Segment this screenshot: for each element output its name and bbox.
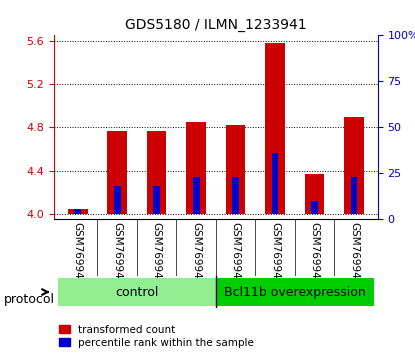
Bar bbox=[351, 177, 357, 214]
Text: GSM769944: GSM769944 bbox=[231, 222, 241, 286]
Bar bbox=[186, 122, 206, 214]
Bar bbox=[271, 153, 278, 214]
Text: GSM769945: GSM769945 bbox=[270, 222, 280, 286]
Text: GSM769947: GSM769947 bbox=[349, 222, 359, 286]
Text: GSM769943: GSM769943 bbox=[191, 222, 201, 286]
Title: GDS5180 / ILMN_1233941: GDS5180 / ILMN_1233941 bbox=[125, 18, 307, 32]
FancyBboxPatch shape bbox=[58, 278, 216, 306]
Legend: transformed count, percentile rank within the sample: transformed count, percentile rank withi… bbox=[59, 325, 254, 348]
Text: GSM769940: GSM769940 bbox=[73, 222, 83, 286]
Bar bbox=[147, 131, 166, 214]
Text: Bcl11b overexpression: Bcl11b overexpression bbox=[224, 286, 366, 298]
Bar bbox=[153, 187, 160, 214]
Bar bbox=[344, 116, 364, 214]
Bar bbox=[311, 201, 318, 214]
Bar bbox=[232, 177, 239, 214]
Bar bbox=[74, 209, 81, 214]
Text: GSM769941: GSM769941 bbox=[112, 222, 122, 286]
Bar bbox=[193, 177, 200, 214]
Text: GSM769946: GSM769946 bbox=[310, 222, 320, 286]
Bar bbox=[226, 125, 245, 214]
Bar bbox=[107, 131, 127, 214]
Bar bbox=[265, 43, 285, 214]
Text: protocol: protocol bbox=[4, 293, 55, 306]
Bar bbox=[114, 187, 121, 214]
Bar bbox=[68, 209, 88, 214]
Text: GSM769942: GSM769942 bbox=[151, 222, 161, 286]
FancyBboxPatch shape bbox=[216, 278, 374, 306]
Bar bbox=[305, 174, 325, 214]
Text: control: control bbox=[115, 286, 159, 298]
